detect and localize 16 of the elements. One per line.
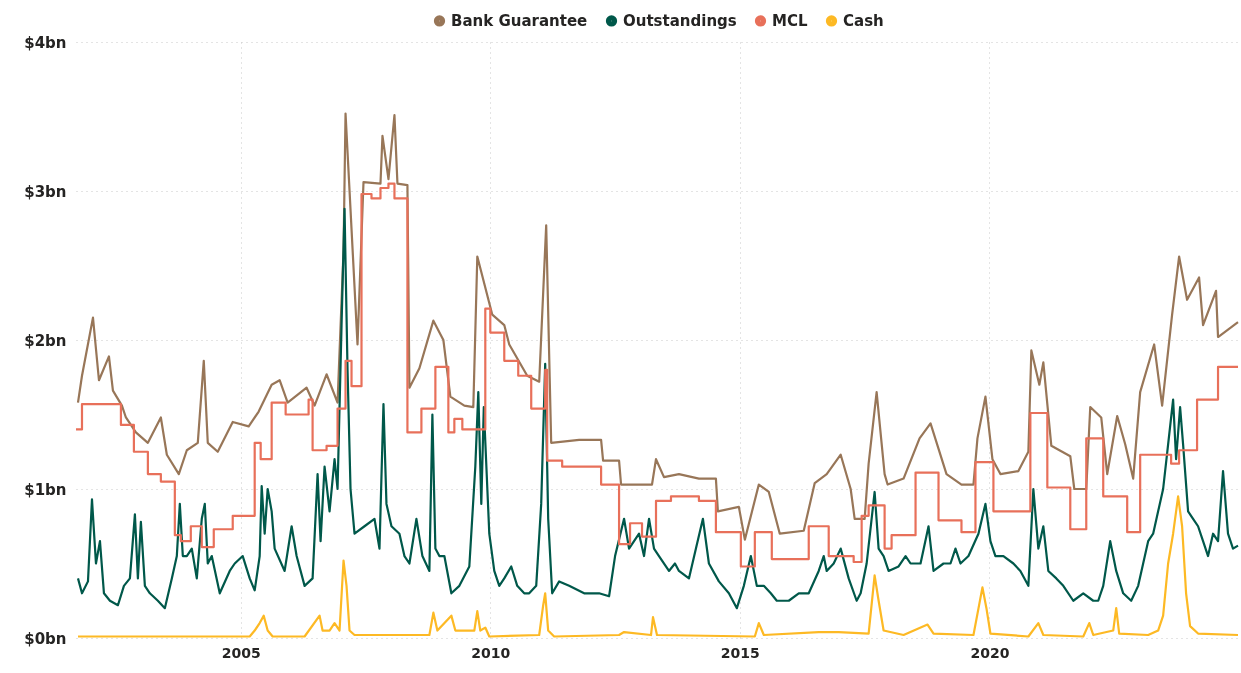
y-tick-label: $1bn [24,480,67,499]
y-tick-label: $4bn [24,33,67,52]
y-tick-label: $0bn [24,629,67,648]
y-tick-label: $2bn [24,331,67,350]
x-tick-label: 2005 [221,644,261,661]
y-tick-label: $3bn [24,182,67,201]
legend-label: Bank Guarantee [451,11,588,30]
line-series [76,207,1239,610]
legend-label: Outstandings [623,11,737,30]
legend-label: Cash [843,11,884,30]
x-tick-label: 2020 [970,644,1010,661]
x-tick-label: 2010 [471,644,511,661]
line-series [76,112,1239,541]
x-tick-label: 2015 [720,644,760,661]
line-series [76,495,1239,638]
legend-label: MCL [772,11,808,30]
